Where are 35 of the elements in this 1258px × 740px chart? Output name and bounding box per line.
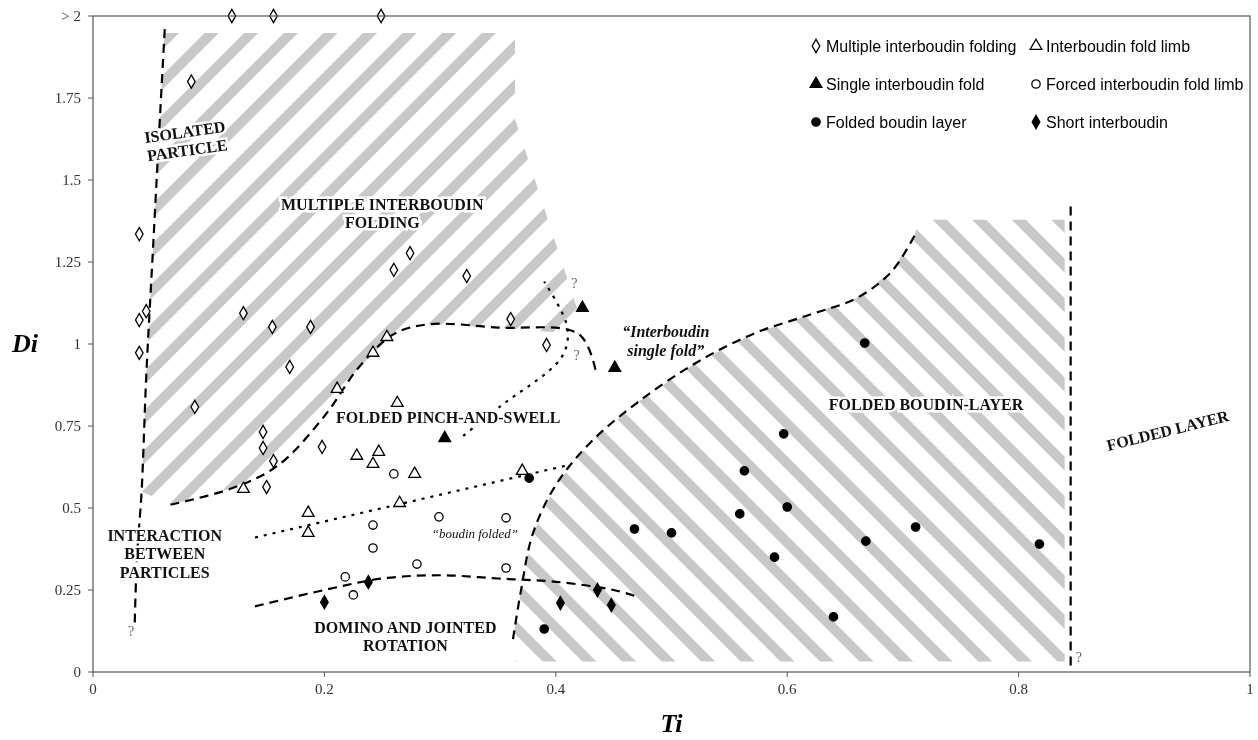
annotation: ?: [573, 348, 580, 364]
x-tick-label: 0.8: [1009, 681, 1028, 697]
annotation: FOLDED PINCH-AND-SWELL: [335, 408, 561, 426]
annotation: “Interboudin single fold”: [622, 323, 710, 360]
legend-label: Single interboudin fold: [826, 76, 985, 93]
y-tick-label: 0.5: [62, 500, 81, 516]
annotation: ?: [1075, 650, 1082, 666]
y-tick-label: 0.25: [54, 582, 81, 598]
legend-label: Multiple interboudin folding: [826, 38, 1017, 55]
x-tick-label: 1: [1246, 681, 1254, 697]
y-tick-label: > 2: [61, 8, 81, 24]
x-tick-label: 0.4: [546, 681, 566, 697]
y-tick-label: 1.75: [54, 90, 81, 106]
y-axis-title: Di: [11, 329, 39, 358]
annotation: DOMINO AND JOINTED ROTATION: [314, 618, 497, 655]
x-tick-label: 0: [89, 681, 97, 697]
x-tick-label: 0.2: [315, 681, 334, 697]
y-tick-label: 1: [73, 336, 81, 352]
annotation: FOLDED BOUDIN-LAYER: [828, 395, 1024, 413]
annotation: ?: [571, 276, 578, 292]
y-tick-label: 1.25: [54, 254, 81, 270]
legend-label: Interboudin fold limb: [1046, 38, 1191, 55]
annotation: ?: [128, 623, 135, 639]
y-tick-label: 1.5: [62, 172, 81, 188]
annotation: “boudin folded”: [431, 525, 518, 541]
legend-label: Forced interboudin fold limb: [1046, 76, 1244, 93]
x-axis-title: Ti: [660, 709, 684, 738]
annotation: MULTIPLE INTERBOUDIN FOLDING: [280, 195, 484, 231]
y-tick-label: 0: [73, 664, 81, 680]
annotation: ISOLATED PARTICLE: [143, 117, 229, 165]
x-tick-label: 0.6: [777, 681, 798, 697]
legend-label: Folded boudin layer: [826, 114, 968, 131]
legend-label: Short interboudin: [1046, 114, 1168, 131]
y-tick-label: 0.75: [54, 418, 81, 434]
annotation: FOLDED LAYER: [1104, 407, 1231, 454]
